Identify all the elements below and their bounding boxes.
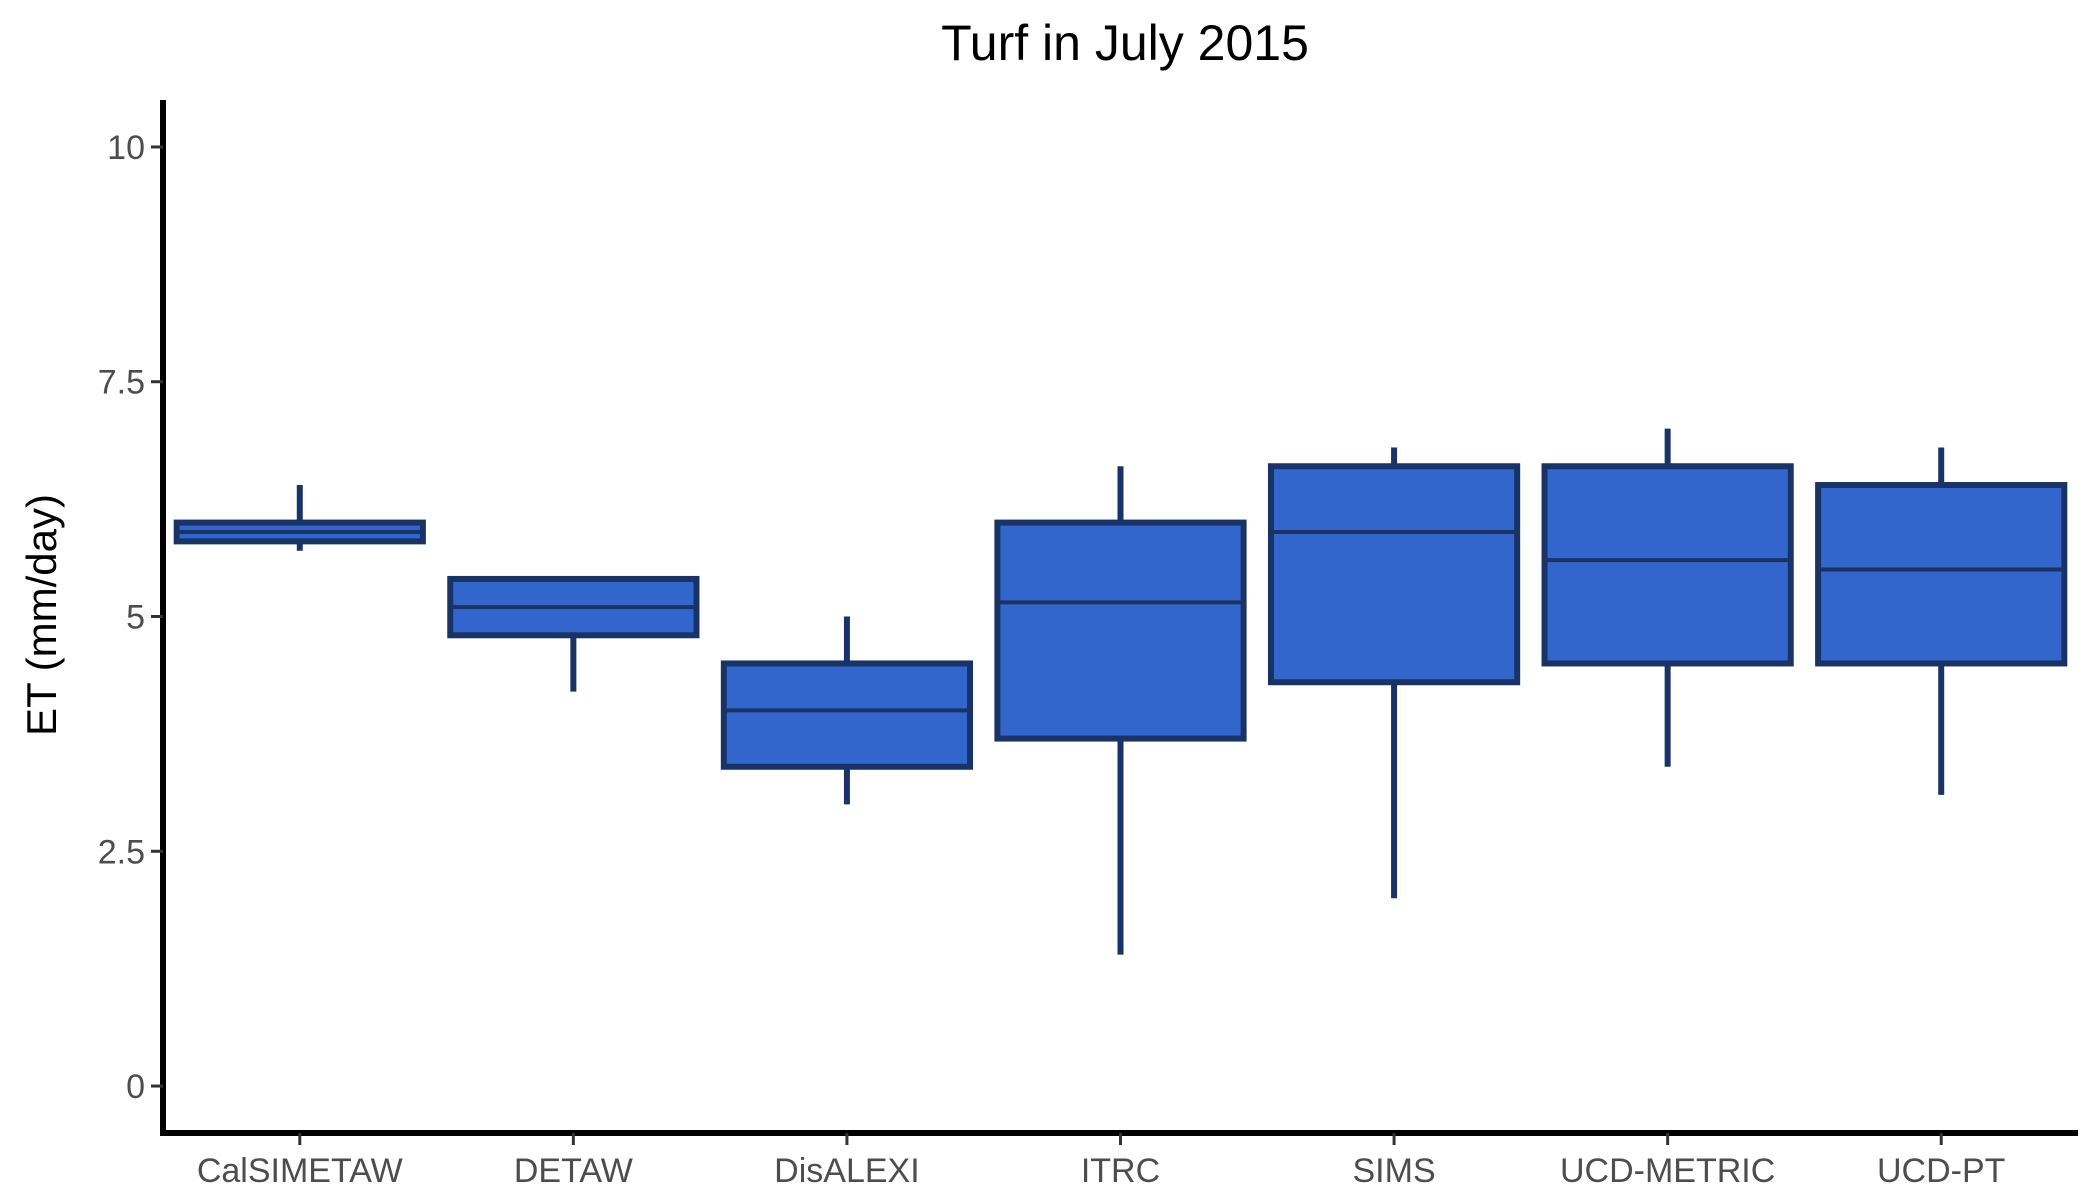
box-ucd-pt <box>1815 482 2068 667</box>
x-tick-label: UCD-METRIC <box>1560 1152 1775 1190</box>
x-tick-label: DETAW <box>514 1152 633 1190</box>
y-tick-label: 0 <box>126 1068 145 1106</box>
x-tick-label: CalSIMETAW <box>197 1152 403 1190</box>
y-tick-label: 2.5 <box>98 833 145 871</box>
plot-area: 0 2.5 5 7.5 10 CalSIMETAW DETAW DisALEXI ITRC SIM… <box>98 100 2078 1190</box>
x-tick-label: SIMS <box>1353 1152 1436 1190</box>
y-tick-label: 5 <box>126 599 145 637</box>
x-tick-label: ITRC <box>1081 1152 1160 1190</box>
box-sims <box>1267 463 1521 686</box>
y-tick-label: 7.5 <box>98 364 145 402</box>
box-ucd-metric <box>1541 463 1794 667</box>
y-axis-label: ET (mm/day) <box>18 494 65 736</box>
box-disalexi <box>720 660 974 770</box>
box-itrc <box>994 519 1247 742</box>
x-tick-label: DisALEXI <box>774 1152 920 1190</box>
chart-title: Turf in July 2015 <box>941 15 1309 71</box>
x-tick-label: UCD-PT <box>1877 1152 2005 1190</box>
y-tick-label: 10 <box>107 129 145 167</box>
